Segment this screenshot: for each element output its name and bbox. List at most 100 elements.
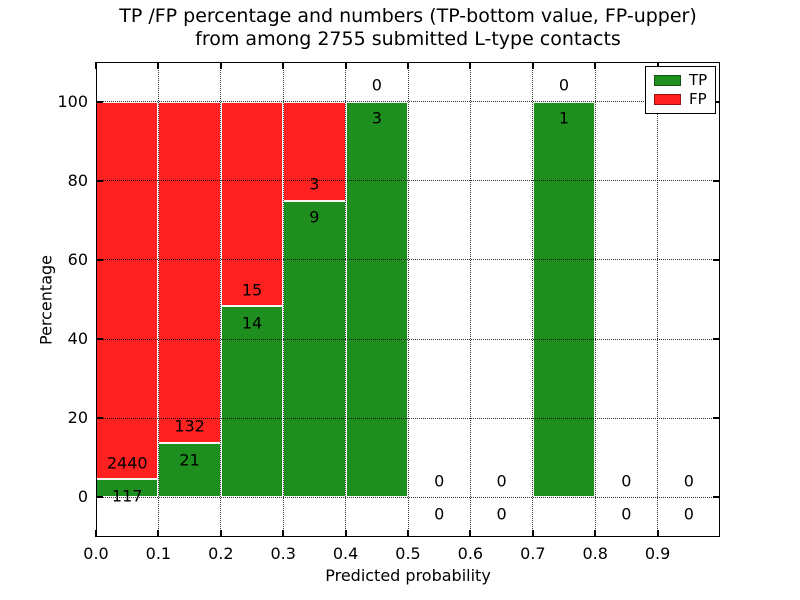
legend-entry-fp: FP xyxy=(654,92,707,107)
value-label-tp: 21 xyxy=(179,450,200,470)
value-label-fp: 0 xyxy=(496,471,507,491)
x-tick-mark-top xyxy=(219,62,222,69)
y-tick-mark-right xyxy=(713,258,720,261)
gridline-vertical xyxy=(282,62,284,537)
x-tick-label: 0.8 xyxy=(582,544,608,563)
value-label-fp: 0 xyxy=(434,471,445,491)
legend-label-tp: TP xyxy=(689,71,708,89)
x-tick-label: 0.4 xyxy=(332,544,359,563)
value-label-tp: 0 xyxy=(434,504,445,524)
y-tick-mark xyxy=(96,496,103,499)
x-tick-mark-top xyxy=(656,62,659,69)
gridline-vertical xyxy=(345,62,347,537)
gridline-horizontal xyxy=(96,338,720,340)
y-tick-label: 80 xyxy=(67,170,88,190)
y-tick-label: 40 xyxy=(67,329,88,349)
bar-segment-tp xyxy=(283,200,346,498)
value-label-tp: 117 xyxy=(111,486,143,506)
y-tick-mark-right xyxy=(713,338,720,341)
gridline-vertical xyxy=(657,62,659,537)
value-label-fp: 2440 xyxy=(106,453,148,473)
gridline-vertical xyxy=(532,62,534,537)
legend: TP FP xyxy=(645,66,716,114)
bar-segment-tp xyxy=(220,306,284,498)
x-tick-label: 0.2 xyxy=(208,544,234,563)
x-tick-label: 0.3 xyxy=(270,544,296,563)
x-tick-mark xyxy=(656,530,659,537)
legend-swatch-fp-icon xyxy=(654,94,681,105)
bar-segment-tp xyxy=(532,101,596,498)
gridline-vertical xyxy=(469,62,471,537)
x-tick-label: 0.6 xyxy=(457,544,484,563)
x-tick-label: 0.5 xyxy=(395,544,421,563)
x-tick-mark-top xyxy=(344,62,347,69)
value-label-fp: 0 xyxy=(683,471,694,491)
value-label-tp: 14 xyxy=(241,313,263,333)
y-tick-mark xyxy=(96,417,103,420)
x-tick-mark xyxy=(594,530,597,537)
x-tick-label: 0.1 xyxy=(145,544,172,563)
x-tick-mark xyxy=(531,530,534,537)
plot-area: 117 2440 21 132 14 15 9 3 3 0 0 0 0 0 1 0 0 0 0 0 xyxy=(95,62,720,537)
bar-segment-fp xyxy=(96,101,159,480)
x-tick-mark xyxy=(157,530,160,537)
gridline-vertical xyxy=(157,62,159,537)
gridline-vertical xyxy=(594,62,596,537)
gridline-vertical xyxy=(220,62,222,537)
legend-swatch-tp-icon xyxy=(654,75,681,86)
value-label-tp: 1 xyxy=(558,108,570,128)
legend-entry-tp: TP xyxy=(654,73,707,88)
x-tick-mark xyxy=(407,530,409,537)
x-tick-mark-top xyxy=(469,62,472,69)
x-tick-mark-top xyxy=(282,62,285,69)
gridline-horizontal xyxy=(96,417,720,419)
x-tick-mark xyxy=(344,530,347,537)
x-tick-label: 0.7 xyxy=(520,544,546,563)
value-label-fp: 132 xyxy=(174,416,205,436)
x-tick-label: 0.9 xyxy=(644,544,671,563)
x-tick-mark xyxy=(469,530,472,537)
chart-title-line2: from among 2755 submitted L-type contact… xyxy=(195,28,621,50)
y-tick-label: 60 xyxy=(67,249,88,269)
value-label-fp: 0 xyxy=(371,75,382,95)
y-tick-label: 0 xyxy=(77,487,88,507)
value-label-tp: 0 xyxy=(683,504,694,524)
value-label-fp: 15 xyxy=(241,280,263,300)
bar-segment-fp xyxy=(158,101,221,444)
value-label-tp: 9 xyxy=(309,207,320,227)
gridline-horizontal xyxy=(96,259,720,261)
y-tick-label: 100 xyxy=(57,91,88,111)
y-tick-mark-right xyxy=(713,417,720,420)
value-label-fp: 0 xyxy=(621,471,632,491)
gridline-vertical xyxy=(407,62,409,537)
x-tick-mark-top xyxy=(594,62,597,69)
legend-label-fp: FP xyxy=(689,90,707,108)
x-tick-label: 0.0 xyxy=(83,544,109,563)
y-tick-mark xyxy=(96,179,103,182)
x-tick-mark xyxy=(282,530,285,537)
gridline-horizontal xyxy=(96,496,720,498)
bar-segment-fp xyxy=(283,101,346,201)
y-tick-mark xyxy=(96,338,103,341)
value-label-fp: 0 xyxy=(558,75,570,95)
value-label-tp: 0 xyxy=(496,504,507,524)
y-tick-mark-right xyxy=(713,496,720,499)
bar-segment-fp xyxy=(220,101,284,307)
y-tick-mark xyxy=(96,258,103,261)
x-tick-mark xyxy=(95,530,97,537)
chart-title: TP /FP percentage and numbers (TP-bottom… xyxy=(96,5,720,51)
y-tick-mark-right xyxy=(713,179,720,182)
x-tick-mark-top xyxy=(407,62,409,69)
x-tick-mark xyxy=(219,530,222,537)
y-tick-mark-right xyxy=(713,100,720,103)
gridline-horizontal xyxy=(96,101,720,103)
chart-title-line1: TP /FP percentage and numbers (TP-bottom… xyxy=(119,5,697,27)
bar-segment-tp xyxy=(158,443,221,498)
value-label-tp: 3 xyxy=(371,108,382,128)
gridline-horizontal xyxy=(96,180,720,182)
x-axis-label: Predicted probability xyxy=(325,566,491,585)
y-tick-mark xyxy=(96,100,103,103)
value-label-tp: 0 xyxy=(621,504,632,524)
y-tick-label: 20 xyxy=(67,408,88,428)
